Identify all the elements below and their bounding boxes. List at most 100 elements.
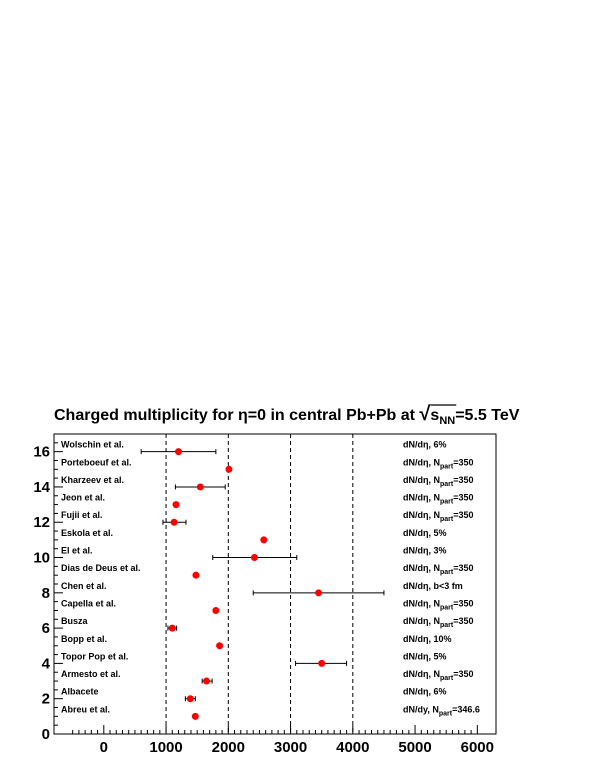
data-point xyxy=(191,712,199,720)
point-note-text: dN/dy, N xyxy=(403,704,439,714)
y-tick-label: 6 xyxy=(42,620,50,637)
point-note-text: dN/dη, N xyxy=(403,475,440,485)
point-note-text: dN/dη, 5% xyxy=(403,528,447,538)
point-note: dN/dη, Npart=350 xyxy=(403,563,474,576)
point-note-subscript: part xyxy=(440,516,454,523)
data-point xyxy=(175,448,183,456)
data-point-group: Chen et al. dN/dη, b<3 fm xyxy=(61,581,463,597)
data-point xyxy=(315,589,323,597)
point-note-subscript: part xyxy=(440,569,454,576)
title-eta: η xyxy=(238,407,248,424)
point-label: Wolschin et al. xyxy=(61,440,124,450)
point-note: dN/dη, 6% xyxy=(403,687,447,697)
point-note-value: =350 xyxy=(453,493,473,503)
data-point-group: Capella et al. dN/dη, Npart=350 xyxy=(61,598,474,614)
data-point-group: Busza dN/dη, Npart=350 xyxy=(61,616,474,632)
point-note-text: dN/dη, N xyxy=(403,669,440,679)
point-note-subscript: part xyxy=(440,604,454,611)
point-note: dN/dy, Npart=346.6 xyxy=(403,704,480,717)
data-point xyxy=(168,624,176,632)
data-point xyxy=(212,606,220,614)
point-note-subscript: part xyxy=(440,675,454,682)
x-tick-label: 2000 xyxy=(212,739,245,756)
point-label: El et al. xyxy=(61,546,93,556)
point-note-value: =350 xyxy=(453,563,473,573)
point-note-value: =350 xyxy=(453,616,473,626)
title-text-1: Charged multiplicity for xyxy=(54,407,238,424)
point-label: Armesto et al. xyxy=(61,669,121,679)
y-tick-label: 10 xyxy=(33,550,50,567)
point-note-subscript: part xyxy=(439,710,453,717)
data-point-group: Porteboeuf et al. dN/dη, Npart=350 xyxy=(61,457,474,473)
point-note-text: dN/dη, 3% xyxy=(403,546,447,556)
point-label: Porteboeuf et al. xyxy=(61,457,132,467)
data-point xyxy=(318,659,326,667)
plot-area: 0 1000 2000 3000 4000 5000 6000 0 2 4 6 8 10 12 14 16 Ab… xyxy=(33,433,497,756)
data-point xyxy=(172,501,180,509)
point-note-subscript: part xyxy=(440,622,454,629)
title-s: s xyxy=(430,407,439,424)
data-point xyxy=(260,536,268,544)
point-note: dN/dη, 5% xyxy=(403,651,447,661)
point-note: dN/dη, Npart=350 xyxy=(403,493,474,506)
y-tick-label: 16 xyxy=(33,444,50,461)
x-tick-label: 4000 xyxy=(336,739,369,756)
data-point xyxy=(250,554,258,562)
point-note-subscript: part xyxy=(440,463,454,470)
title-text-2: =0 in central Pb+Pb at xyxy=(248,407,420,424)
point-label: Jeon et al. xyxy=(61,493,105,503)
point-note: dN/dη, Npart=350 xyxy=(403,457,474,470)
x-tick-label: 0 xyxy=(100,739,108,756)
point-note: dN/dη, Npart=350 xyxy=(403,598,474,611)
point-label: Abreu et al. xyxy=(61,704,110,714)
sqrt-sign-icon: √ xyxy=(419,403,431,425)
point-note: dN/dη, 6% xyxy=(403,440,447,450)
data-point xyxy=(186,695,194,703)
y-tick-label: 0 xyxy=(42,726,50,743)
point-note: dN/dη, 3% xyxy=(403,546,447,556)
x-tick-label: 5000 xyxy=(398,739,431,756)
point-note-value: =350 xyxy=(453,669,473,679)
point-label: Busza xyxy=(61,616,89,626)
point-label: Albacete xyxy=(61,687,99,697)
point-note: dN/dη, 5% xyxy=(403,528,447,538)
data-point-group: Topor Pop et al. dN/dη, 5% xyxy=(61,651,447,667)
point-note-value: =346.6 xyxy=(452,704,480,714)
data-point xyxy=(192,571,200,579)
point-note-text: dN/dη, 5% xyxy=(403,651,447,661)
x-tick-label: 3000 xyxy=(274,739,307,756)
data-point-group: Wolschin et al. dN/dη, 6% xyxy=(61,440,447,456)
point-note-text: dN/dη, N xyxy=(403,457,440,467)
title-nn: NN xyxy=(439,415,455,427)
data-point-group: Dias de Deus et al. dN/dη, Npart=350 xyxy=(61,563,474,579)
point-note-text: dN/dη, N xyxy=(403,510,440,520)
data-point-group: Kharzeev et al. dN/dη, Npart=350 xyxy=(61,475,474,491)
point-note-value: =350 xyxy=(453,475,473,485)
point-note: dN/dη, Npart=350 xyxy=(403,475,474,488)
point-label: Topor Pop et al. xyxy=(61,651,128,661)
point-note-value: =350 xyxy=(453,457,473,467)
point-note: dN/dη, 10% xyxy=(403,634,452,644)
data-point xyxy=(203,677,211,685)
data-point-group: Eskola et al. dN/dη, 5% xyxy=(61,528,447,544)
chart-title: Charged multiplicity for η=0 in central … xyxy=(54,403,520,427)
point-note-text: dN/dη, N xyxy=(403,598,440,608)
point-label: Fujii et al. xyxy=(61,510,103,520)
point-note: dN/dη, b<3 fm xyxy=(403,581,463,591)
x-tick-label: 6000 xyxy=(461,739,494,756)
point-note-subscript: part xyxy=(440,481,454,488)
point-note-text: dN/dη, 6% xyxy=(403,440,447,450)
data-point xyxy=(216,642,224,650)
point-note-value: =350 xyxy=(453,598,473,608)
point-label: Dias de Deus et al. xyxy=(61,563,141,573)
data-point-group: Armesto et al. dN/dη, Npart=350 xyxy=(61,669,474,685)
data-point-group: Jeon et al. dN/dη, Npart=350 xyxy=(61,493,474,509)
data-point-group: El et al. dN/dη, 3% xyxy=(61,546,447,562)
point-note-text: dN/dη, N xyxy=(403,493,440,503)
y-tick-label: 12 xyxy=(33,514,50,531)
data-point-group: Abreu et al. dN/dy, Npart=346.6 xyxy=(61,704,480,720)
y-tick-label: 4 xyxy=(42,655,51,672)
y-tick-label: 2 xyxy=(42,691,50,708)
data-point xyxy=(225,465,233,473)
